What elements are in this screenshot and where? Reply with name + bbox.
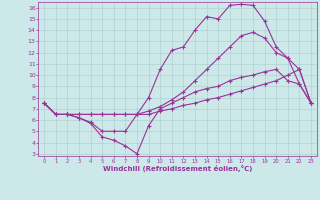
X-axis label: Windchill (Refroidissement éolien,°C): Windchill (Refroidissement éolien,°C) <box>103 165 252 172</box>
